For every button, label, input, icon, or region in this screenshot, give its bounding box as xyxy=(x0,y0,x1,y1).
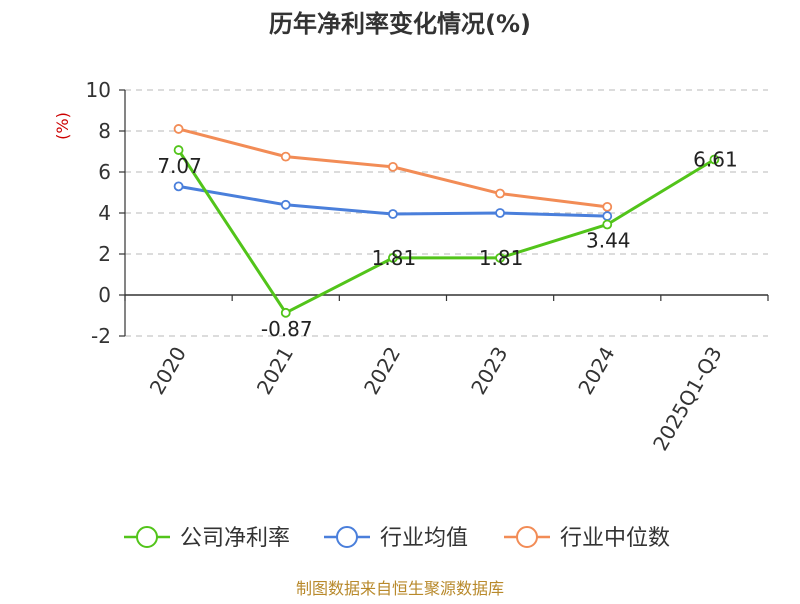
data-label: 3.44 xyxy=(586,228,631,252)
x-tick-label: 2025Q1-Q3 xyxy=(648,343,727,455)
data-point xyxy=(602,211,613,221)
legend-swatch-marker xyxy=(336,526,358,548)
x-tick-label: 2023 xyxy=(466,343,512,399)
legend-label: 公司净利率 xyxy=(180,526,290,551)
legend: 公司净利率 行业均值 行业中位数 xyxy=(124,526,670,551)
data-point xyxy=(280,307,291,318)
data-label: 6.61 xyxy=(693,147,738,171)
data-point xyxy=(495,188,505,199)
series-layer xyxy=(173,124,720,318)
data-label: -0.87 xyxy=(261,317,313,341)
y-tick-label: 8 xyxy=(98,119,111,143)
y-tick-label: 0 xyxy=(98,283,111,307)
legend-item: 行业中位数 xyxy=(504,526,670,551)
data-point xyxy=(709,154,720,165)
data-point xyxy=(602,201,613,212)
data-point xyxy=(173,145,184,155)
chart-title: 历年净利率变化情况(%) xyxy=(269,10,531,38)
legend-item: 行业均值 xyxy=(324,526,468,551)
source-note: 制图数据来自恒生聚源数据库 xyxy=(296,579,504,598)
y-tick-label: -2 xyxy=(91,324,111,348)
data-labels: 7.07 -0.87 1.81 1.81 3.44 6.61 xyxy=(157,147,737,340)
data-label: 1.81 xyxy=(372,246,417,270)
y-tick-label: 10 xyxy=(86,78,111,102)
y-tick-label: 2 xyxy=(98,242,111,266)
legend-swatch-marker xyxy=(516,526,538,548)
x-tick-label: 2024 xyxy=(573,343,619,399)
data-point xyxy=(388,209,398,219)
data-point xyxy=(173,124,184,134)
data-point xyxy=(602,219,613,230)
legend-item: 公司净利率 xyxy=(124,526,290,551)
data-point xyxy=(388,252,398,263)
legend-label: 行业中位数 xyxy=(560,526,670,551)
x-tick-label: 2022 xyxy=(359,343,405,399)
legend-label: 行业均值 xyxy=(380,526,468,551)
series-line xyxy=(177,149,716,315)
axes: -2 0 2 4 6 8 10 2020 2021 2022 2023 2024 2025Q1-Q3 xyxy=(86,78,769,455)
data-point xyxy=(495,252,505,263)
y-axis-unit: (%) xyxy=(53,112,72,140)
x-tick-label: 2020 xyxy=(145,343,191,399)
data-point xyxy=(280,199,291,210)
data-label: 1.81 xyxy=(479,246,524,270)
y-tick-label: 4 xyxy=(98,201,111,225)
data-label: 7.07 xyxy=(157,154,202,178)
legend-swatch-marker xyxy=(136,526,158,548)
data-point xyxy=(388,161,398,172)
data-point xyxy=(495,208,505,218)
data-point xyxy=(280,151,291,162)
data-point xyxy=(173,181,184,192)
y-tick-label: 6 xyxy=(98,160,111,184)
x-tick-label: 2021 xyxy=(252,343,298,399)
